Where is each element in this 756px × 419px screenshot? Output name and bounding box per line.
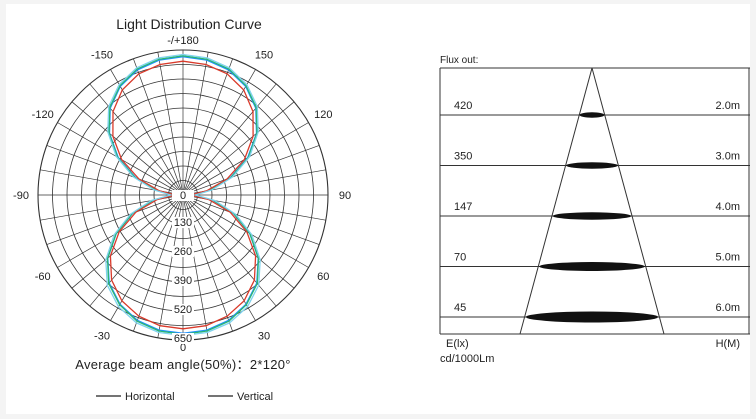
beam-ellipse xyxy=(552,212,632,220)
angle-tick-label: -60 xyxy=(35,271,51,283)
legend-horizontal-label: Horizontal xyxy=(125,391,175,403)
photometric-svg: Light Distribution Curve -/+180 -150 150 -1… xyxy=(13,16,750,403)
angle-tick-label: -/+180 xyxy=(167,35,199,47)
polar-title: Light Distribution Curve xyxy=(116,16,262,32)
distance-value: 2.0m xyxy=(716,100,740,112)
lux-footer-label: E(lx) xyxy=(446,338,469,350)
beam-ellipse xyxy=(539,262,645,271)
beam-ellipse xyxy=(579,112,605,118)
beam-ellipse xyxy=(566,162,618,169)
distance-value: 3.0m xyxy=(716,151,740,163)
angle-tick-label: -30 xyxy=(94,330,110,342)
angle-tick-label: -150 xyxy=(91,50,113,62)
radial-tick-label: 520 xyxy=(174,304,192,316)
distribution-curve-horizontal xyxy=(106,55,260,336)
angle-tick-label: 90 xyxy=(339,190,351,202)
distance-value: 4.0m xyxy=(716,201,740,213)
radial-tick-bg xyxy=(172,304,194,315)
lux-value: 420 xyxy=(454,100,472,112)
distribution-curve-vertical xyxy=(109,60,257,330)
polar-curves xyxy=(105,53,261,337)
radial-tick-bg xyxy=(172,333,194,344)
angle-tick-label: 30 xyxy=(258,330,270,342)
lux-value: 70 xyxy=(454,252,466,264)
distribution-curve-vertical xyxy=(105,53,261,337)
lux-value: 45 xyxy=(454,302,466,314)
angle-tick-label: 150 xyxy=(255,50,273,62)
height-footer-label: H(M) xyxy=(716,338,740,350)
polar-labels: -/+180 -150 150 -120 120 -90 90 -60 60 -30 30 0 0 130… xyxy=(13,35,351,354)
beam-ellipse xyxy=(525,311,659,323)
polar-legend: Horizontal Vertical xyxy=(96,391,273,403)
radial-tick-label: 260 xyxy=(174,246,192,258)
cone-left-edge xyxy=(519,67,593,335)
angle-tick-label: -90 xyxy=(13,190,29,202)
photometric-panel: Light Distribution Curve -/+180 -150 150 -1… xyxy=(6,4,750,414)
distance-value: 6.0m xyxy=(716,302,740,314)
radial-tick-label: 130 xyxy=(174,217,192,229)
distance-value: 5.0m xyxy=(716,252,740,264)
radial-tick-label: 390 xyxy=(174,275,192,287)
angle-tick-label: 0 xyxy=(180,342,186,354)
radial-tick-bg xyxy=(172,246,194,257)
unit-note: cd/1000Lm xyxy=(440,353,494,365)
angle-tick-label: -120 xyxy=(32,109,54,121)
cone-right-edge xyxy=(591,67,665,335)
radial-tick-label: 650 xyxy=(174,333,192,345)
flux-out-label: Flux out: xyxy=(440,55,478,66)
radial-tick-label: 0 xyxy=(180,190,186,202)
beam-angle-annotation: Average beam angle(50%)：2*120° xyxy=(75,357,291,372)
angle-tick-label: 60 xyxy=(317,271,329,283)
angle-tick-label: 120 xyxy=(314,109,332,121)
legend-vertical-label: Vertical xyxy=(237,391,273,403)
lux-value: 350 xyxy=(454,151,472,163)
radial-tick-bg xyxy=(172,217,194,228)
radial-tick-bg xyxy=(172,275,194,286)
lux-value: 147 xyxy=(454,201,472,213)
illuminance-cone: 420 2.0m 350 3.0m 147 4.0m 70 5.0m 45 6.0m xyxy=(439,67,750,335)
radial-tick-bg xyxy=(172,190,194,201)
